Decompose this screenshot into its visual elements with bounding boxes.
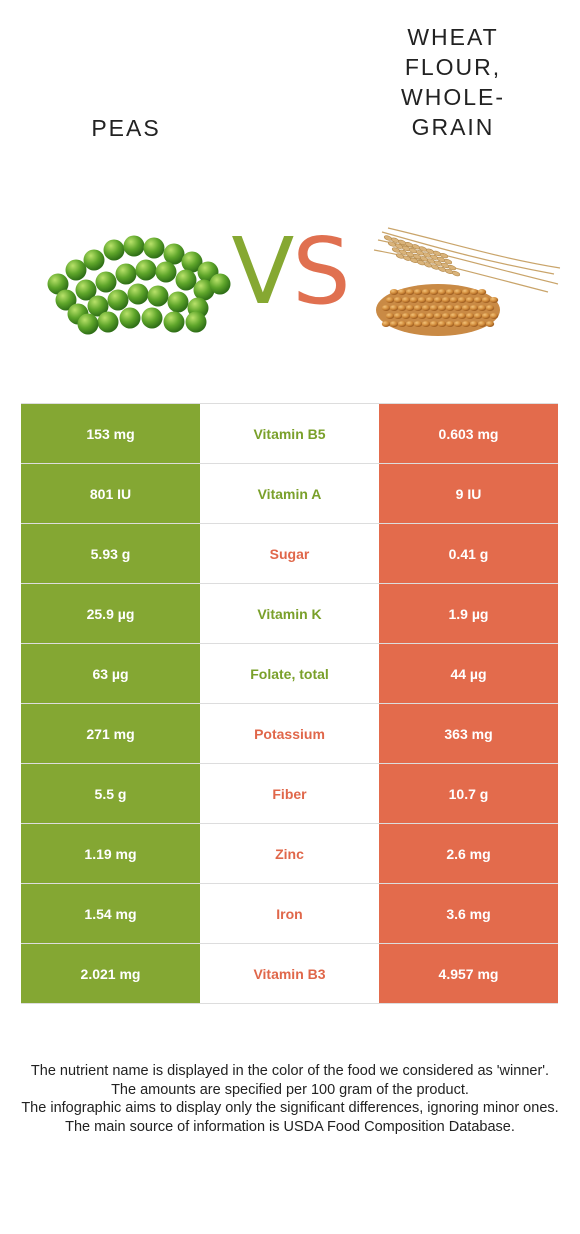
nutrient-name: Sugar <box>200 524 379 583</box>
nutrient-name: Vitamin A <box>200 464 379 523</box>
table-row: 1.19 mg Zinc 2.6 mg <box>21 824 558 884</box>
left-value: 153 mg <box>21 404 200 463</box>
right-value: 0.41 g <box>379 524 558 583</box>
right-value: 9 IU <box>379 464 558 523</box>
table-row: 63 µg Folate, total 44 µg <box>21 644 558 704</box>
right-value: 44 µg <box>379 644 558 703</box>
wheat-image <box>373 227 561 336</box>
left-value: 271 mg <box>21 704 200 763</box>
table-row: 25.9 µg Vitamin K 1.9 µg <box>21 584 558 644</box>
left-value: 1.54 mg <box>21 884 200 943</box>
right-value: 4.957 mg <box>379 944 558 1003</box>
left-value: 5.93 g <box>21 524 200 583</box>
nutrient-name: Vitamin K <box>200 584 379 643</box>
table-row: 153 mg Vitamin B5 0.603 mg <box>21 404 558 464</box>
footnote-line: The nutrient name is displayed in the co… <box>30 1063 550 1079</box>
vs-label: VS <box>224 222 356 322</box>
table-row: 5.5 g Fiber 10.7 g <box>21 764 558 824</box>
left-value: 801 IU <box>21 464 200 523</box>
right-value: 1.9 µg <box>379 584 558 643</box>
table-row: 5.93 g Sugar 0.41 g <box>21 524 558 584</box>
nutrient-name: Potassium <box>200 704 379 763</box>
vs-s-letter: S <box>292 218 350 325</box>
left-value: 2.021 mg <box>21 944 200 1003</box>
nutrient-name: Vitamin B3 <box>200 944 379 1003</box>
nutrient-name: Folate, total <box>200 644 379 703</box>
table-row: 1.54 mg Iron 3.6 mg <box>21 884 558 944</box>
table-row: 2.021 mg Vitamin B3 4.957 mg <box>21 944 558 1004</box>
left-value: 5.5 g <box>21 764 200 823</box>
right-value: 363 mg <box>379 704 558 763</box>
nutrient-name: Vitamin B5 <box>200 404 379 463</box>
left-value: 25.9 µg <box>21 584 200 643</box>
nutrient-name: Zinc <box>200 824 379 883</box>
left-value: 63 µg <box>21 644 200 703</box>
footnote-line: The main source of information is USDA F… <box>65 1118 515 1135</box>
peas-image <box>47 235 231 335</box>
vs-v-letter: V <box>231 218 294 325</box>
right-value: 10.7 g <box>379 764 558 823</box>
table-row: 271 mg Potassium 363 mg <box>21 704 558 764</box>
right-value: 0.603 mg <box>379 404 558 463</box>
right-value: 2.6 mg <box>379 824 558 883</box>
right-value: 3.6 mg <box>379 884 558 943</box>
nutrient-name: Iron <box>200 884 379 943</box>
left-food-title: Peas <box>91 115 161 141</box>
footnote-line: The infographic aims to display only the… <box>21 1100 559 1116</box>
footnote-line: The amounts are specified per 100 gram o… <box>111 1081 469 1098</box>
footnote: The nutrient name is displayed in the co… <box>20 1062 560 1136</box>
nutrient-name: Fiber <box>200 764 379 823</box>
left-value: 1.19 mg <box>21 824 200 883</box>
right-food-title: Wheat flour, whole-grain <box>401 24 505 140</box>
